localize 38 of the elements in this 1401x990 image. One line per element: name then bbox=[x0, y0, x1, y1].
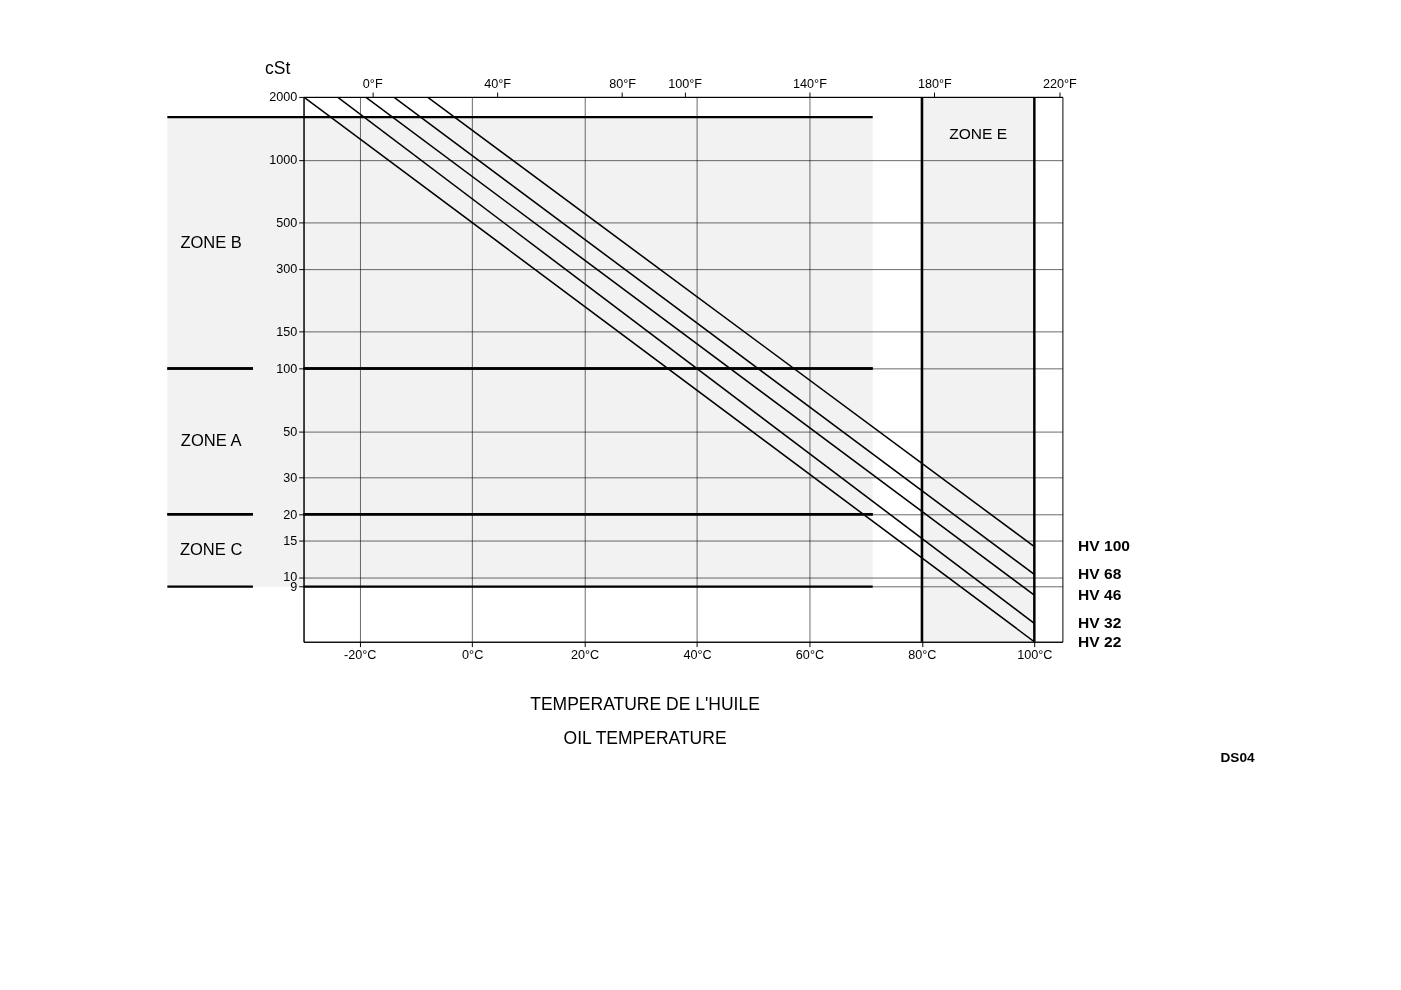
text: HV 22 bbox=[1078, 632, 1122, 650]
y-axis-title: cSt bbox=[265, 58, 291, 79]
x2-tick-label: 80°F bbox=[609, 76, 637, 91]
y-tick-label: 500 bbox=[276, 215, 298, 230]
text: OIL TEMPERATURE bbox=[563, 727, 727, 748]
x-tick-label: -20°C bbox=[344, 647, 377, 662]
x-tick-label: 20°C bbox=[570, 647, 600, 662]
y-tick-label: 9 bbox=[290, 580, 298, 595]
x2-tick-label: 0°F bbox=[362, 76, 383, 91]
text: TEMPERATURE DE L'HUILE bbox=[530, 693, 760, 714]
y-tick-label: 1000 bbox=[269, 153, 298, 168]
y-tick-label: 30 bbox=[283, 470, 298, 485]
x-tick-label: 80°C bbox=[908, 647, 937, 662]
y-tick-label: 50 bbox=[283, 424, 298, 439]
y-tick-label: 150 bbox=[276, 325, 298, 340]
y-tick-label: 100 bbox=[276, 361, 298, 376]
text: DS04 bbox=[1220, 750, 1255, 766]
y-tick-label: 20 bbox=[283, 507, 298, 522]
y-tick-label: 300 bbox=[276, 262, 298, 277]
x2-tick-label: 100°F bbox=[668, 76, 703, 91]
x2-tick-label: 140°F bbox=[793, 76, 828, 91]
x-tick-label: 60°C bbox=[795, 647, 825, 662]
x-tick-label: 40°C bbox=[683, 647, 712, 662]
x-tick-label: 0°C bbox=[462, 647, 484, 662]
x2-tick-label: 40°F bbox=[484, 76, 512, 91]
x2-tick-label: 180°F bbox=[917, 76, 953, 91]
text: HV 68 bbox=[1078, 565, 1122, 583]
band-label: ZONE B bbox=[180, 232, 242, 252]
band-label: ZONE E bbox=[949, 124, 1008, 142]
text: HV 100 bbox=[1078, 537, 1131, 555]
band-label: ZONE A bbox=[180, 431, 242, 451]
band-label: ZONE C bbox=[179, 540, 243, 560]
y-tick-label: 15 bbox=[283, 533, 298, 548]
x-tick-label: 100°C bbox=[1017, 647, 1053, 662]
text: HV 32 bbox=[1078, 614, 1122, 632]
text: HV 46 bbox=[1078, 585, 1122, 603]
x2-tick-label: 220°F bbox=[1042, 76, 1077, 91]
y-tick-label: 2000 bbox=[269, 90, 298, 105]
